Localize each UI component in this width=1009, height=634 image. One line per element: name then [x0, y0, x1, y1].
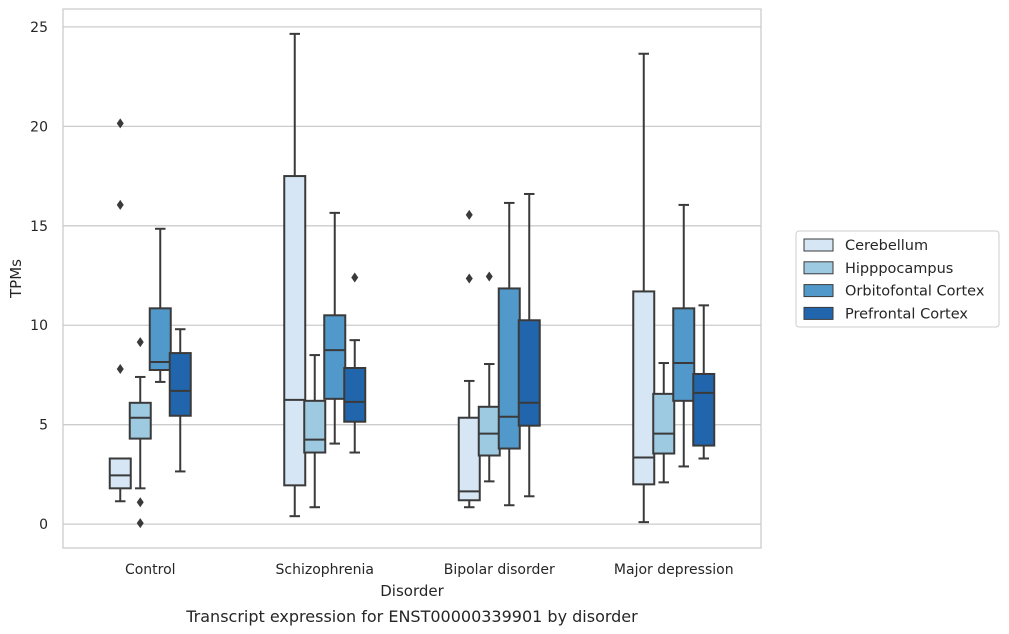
x-tick-label: Schizophrenia	[276, 562, 374, 578]
legend-swatch	[803, 261, 834, 275]
outlier-point	[136, 497, 144, 508]
box-layer	[108, 32, 716, 529]
box-orbitofontal-cortex	[497, 201, 521, 507]
y-tick-label: 15	[30, 219, 48, 235]
iqr-box	[497, 287, 521, 450]
outlier-point	[465, 273, 473, 284]
legend-swatch	[803, 238, 834, 252]
box-orbitofontal-cortex	[323, 211, 347, 445]
legend: Cerebellum Hipppocampus Orbitofontal Corte…	[795, 230, 1000, 328]
box-cerebellum	[457, 209, 481, 509]
iqr-box	[652, 392, 676, 455]
iqr-box	[128, 401, 152, 440]
iqr-box	[632, 290, 656, 486]
box-hipppocampus	[128, 337, 152, 529]
box-prefrontal-cortex	[343, 272, 367, 454]
outlier-point	[485, 271, 493, 282]
x-axis-label: Disorder	[380, 582, 444, 600]
iqr-box	[148, 307, 172, 371]
iqr-box	[477, 405, 501, 457]
outlier-point	[116, 199, 124, 210]
box-prefrontal-cortex	[168, 328, 192, 473]
y-tick-label: 25	[30, 20, 48, 36]
iqr-box	[457, 416, 481, 502]
iqr-box	[343, 367, 367, 423]
outlier-point	[136, 337, 144, 348]
box-cerebellum	[632, 52, 656, 524]
outlier-point	[351, 272, 359, 283]
x-tick-label: Control	[125, 562, 176, 578]
iqr-box	[168, 352, 192, 417]
y-axis-label: TPMs	[7, 259, 25, 299]
box-cerebellum	[283, 32, 307, 518]
legend-swatch	[803, 284, 834, 298]
y-tick-label: 20	[30, 119, 48, 135]
box-hipppocampus	[652, 362, 676, 484]
iqr-box	[283, 175, 307, 487]
legend-frame	[795, 230, 1000, 328]
chart-caption: Transcript expression for ENST0000033990…	[185, 607, 638, 626]
box-prefrontal-cortex	[692, 304, 716, 460]
x-axis-ticks: Control Schizophrenia Bipolar disorder Majo…	[125, 562, 734, 578]
iqr-box	[672, 307, 696, 402]
y-axis-ticks: 0 5 10 15 20 25	[30, 20, 48, 533]
x-tick-label: Bipolar disorder	[444, 562, 555, 578]
y-tick-label: 5	[39, 418, 48, 434]
x-tick-label: Major depression	[614, 562, 734, 578]
y-tick-label: 10	[30, 318, 48, 334]
iqr-box	[108, 457, 132, 490]
legend-label: Cerebellum	[845, 238, 928, 254]
box-orbitofontal-cortex	[672, 203, 696, 468]
outlier-point	[116, 363, 124, 374]
iqr-box	[303, 399, 327, 454]
plot-frame	[62, 8, 762, 549]
outlier-point	[136, 518, 144, 529]
box-hipppocampus	[303, 354, 327, 509]
iqr-box	[517, 319, 541, 427]
legend-label: Orbitofontal Cortex	[845, 284, 985, 300]
box-orbitofontal-cortex	[148, 227, 172, 383]
outlier-point	[116, 118, 124, 129]
box-cerebellum	[108, 118, 132, 503]
box-hipppocampus	[477, 271, 501, 483]
iqr-box	[692, 372, 716, 447]
iqr-box	[323, 314, 347, 400]
legend-swatch	[803, 306, 834, 320]
legend-label: Hipppocampus	[845, 261, 953, 277]
outlier-point	[465, 209, 473, 220]
y-tick-label: 0	[39, 517, 48, 533]
box-prefrontal-cortex	[517, 192, 541, 498]
legend-label: Prefrontal Cortex	[845, 306, 968, 322]
